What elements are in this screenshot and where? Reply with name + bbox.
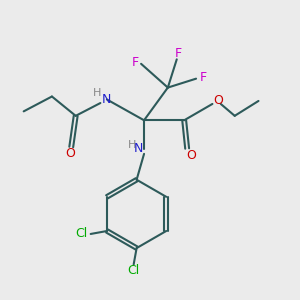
Text: F: F bbox=[175, 47, 182, 60]
Text: Cl: Cl bbox=[75, 227, 87, 241]
Text: H: H bbox=[128, 140, 136, 150]
Text: F: F bbox=[200, 71, 207, 84]
Text: N: N bbox=[134, 142, 143, 155]
Text: N: N bbox=[102, 93, 111, 106]
Text: Cl: Cl bbox=[127, 265, 139, 278]
Text: O: O bbox=[213, 94, 223, 107]
Text: H: H bbox=[93, 88, 102, 98]
Text: O: O bbox=[65, 147, 75, 160]
Text: O: O bbox=[187, 148, 196, 162]
Text: F: F bbox=[132, 56, 139, 69]
